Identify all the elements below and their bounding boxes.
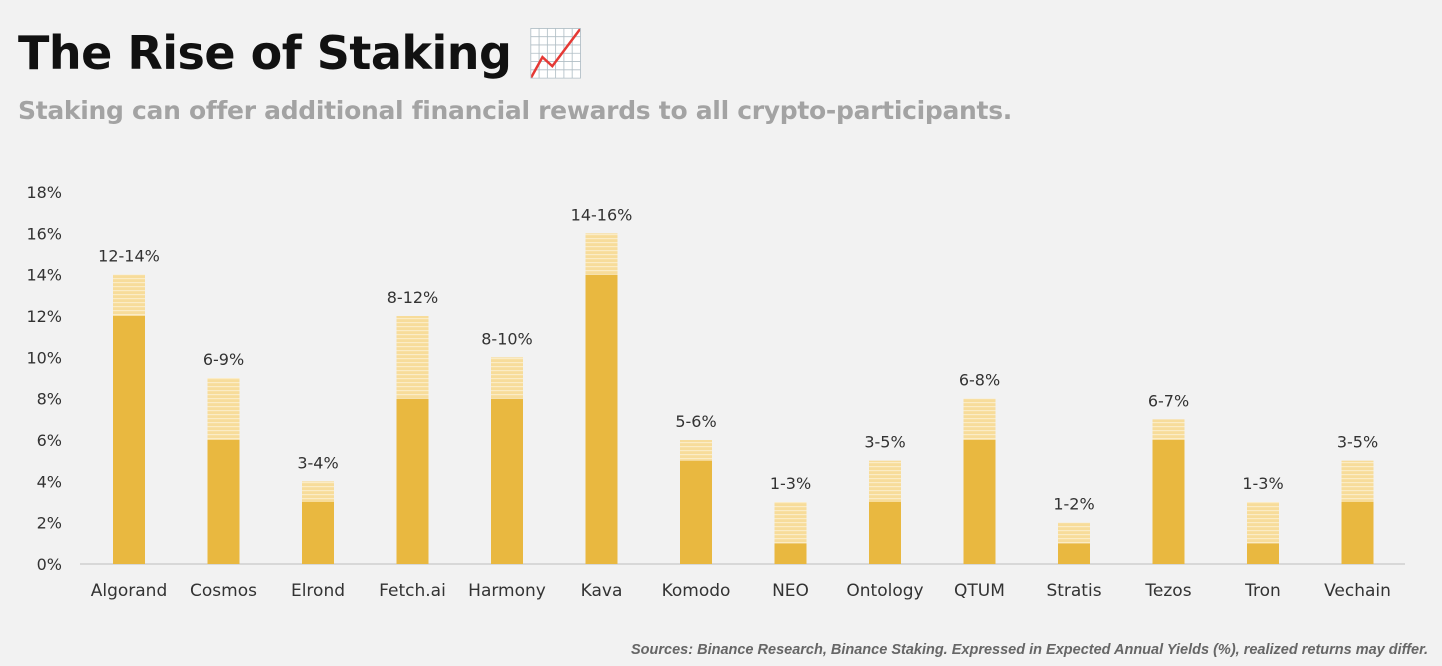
x-tick-label: Stratis xyxy=(1046,581,1101,601)
bar-range-algorand xyxy=(113,274,145,316)
bar-base-algorand xyxy=(113,316,145,564)
y-tick-label: 4% xyxy=(37,472,62,491)
data-label: 14-16% xyxy=(571,205,633,224)
bar-base-cosmos xyxy=(207,440,240,564)
data-label: 1-2% xyxy=(1053,495,1094,514)
y-tick-label: 6% xyxy=(37,431,62,450)
bar-base-neo xyxy=(774,543,807,564)
x-tick-label: Harmony xyxy=(468,581,546,601)
bar-base-komodo xyxy=(680,460,712,564)
bar-range-fetchai xyxy=(396,316,429,399)
bar-base-fetchai xyxy=(396,398,429,564)
x-tick-label: Cosmos xyxy=(190,581,257,601)
data-label: 6-8% xyxy=(959,371,1000,390)
data-label: 8-10% xyxy=(481,329,533,348)
x-tick-label: NEO xyxy=(772,581,809,601)
bar-range-vechain xyxy=(1341,460,1374,502)
y-tick-label: 18% xyxy=(26,183,62,202)
data-label: 3-4% xyxy=(297,453,338,472)
y-tick-label: 8% xyxy=(37,390,62,409)
y-tick-label: 10% xyxy=(26,348,62,367)
bar-base-kava xyxy=(585,274,618,564)
bar-base-elrond xyxy=(302,502,334,564)
data-label: 6-7% xyxy=(1148,391,1189,410)
bar-range-qtum xyxy=(963,398,996,440)
x-tick-label: Fetch.ai xyxy=(379,581,446,601)
data-label: 6-9% xyxy=(203,350,244,369)
bar-base-vechain xyxy=(1341,502,1374,564)
x-tick-label: Algorand xyxy=(91,581,168,601)
data-label: 1-3% xyxy=(770,474,811,493)
y-tick-label: 14% xyxy=(26,266,62,285)
bar-base-tron xyxy=(1247,543,1279,564)
bar-range-cosmos xyxy=(207,378,240,440)
bar-base-stratis xyxy=(1058,543,1090,564)
x-tick-label: Tron xyxy=(1244,581,1281,601)
bar-base-tezos xyxy=(1152,440,1185,564)
bar-range-kava xyxy=(585,233,618,275)
bar-range-komodo xyxy=(680,440,712,461)
x-tick-label: Ontology xyxy=(846,581,923,601)
data-label: 3-5% xyxy=(1337,433,1378,452)
x-tick-label: QTUM xyxy=(954,581,1005,601)
y-tick-label: 16% xyxy=(26,224,62,243)
data-label: 1-3% xyxy=(1242,474,1283,493)
x-tick-label: Tezos xyxy=(1144,581,1191,601)
y-tick-label: 0% xyxy=(37,555,62,574)
bar-base-ontology xyxy=(869,502,901,564)
x-tick-label: Kava xyxy=(581,581,623,601)
bar-range-elrond xyxy=(302,481,334,502)
bar-range-ontology xyxy=(869,460,901,502)
bar-range-tezos xyxy=(1152,419,1185,440)
bar-range-harmony xyxy=(491,357,523,399)
data-label: 5-6% xyxy=(675,412,716,431)
x-tick-label: Vechain xyxy=(1324,581,1391,601)
y-tick-label: 2% xyxy=(37,514,62,533)
data-label: 12-14% xyxy=(98,247,160,266)
source-note: Sources: Binance Research, Binance Staki… xyxy=(631,642,1428,658)
bar-range-tron xyxy=(1247,502,1279,544)
chart-title: The Rise of Staking 📈 xyxy=(18,26,584,80)
bar-base-qtum xyxy=(963,440,996,564)
chart-increasing-icon: 📈 xyxy=(526,26,584,80)
y-tick-label: 12% xyxy=(26,307,62,326)
chart-subtitle: Staking can offer additional financial r… xyxy=(18,96,1012,125)
data-label: 8-12% xyxy=(387,288,439,307)
bar-range-stratis xyxy=(1058,522,1090,544)
data-label: 3-5% xyxy=(864,433,905,452)
x-tick-label: Elrond xyxy=(291,581,345,601)
bar-range-neo xyxy=(774,502,807,544)
bar-base-harmony xyxy=(491,398,523,564)
x-tick-label: Komodo xyxy=(662,581,731,601)
